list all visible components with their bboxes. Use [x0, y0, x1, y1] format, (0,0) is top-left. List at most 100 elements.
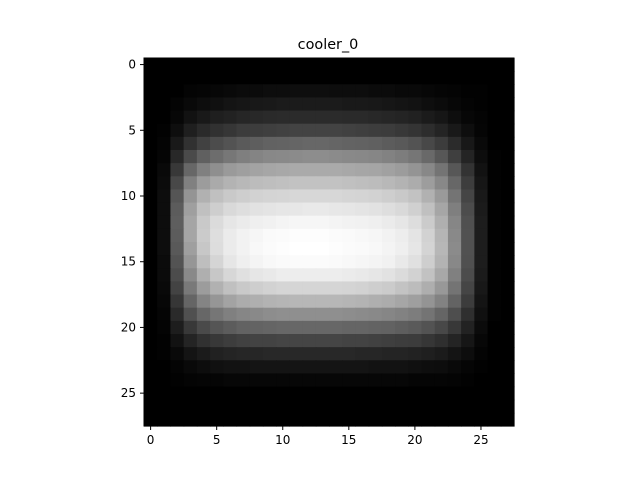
- heatmap-cell: [316, 295, 330, 309]
- heatmap-cell: [289, 387, 303, 401]
- heatmap-cell: [184, 347, 198, 361]
- heatmap-cell: [395, 360, 409, 374]
- heatmap-cell: [329, 400, 343, 414]
- heatmap-cell: [329, 255, 343, 269]
- heatmap-cell: [488, 413, 502, 427]
- heatmap-cell: [355, 203, 369, 217]
- x-tick-label: 15: [341, 433, 356, 447]
- heatmap-cell: [210, 71, 224, 85]
- heatmap-cell: [197, 150, 211, 164]
- heatmap-cell: [184, 413, 198, 427]
- heatmap-cell: [289, 373, 303, 387]
- heatmap-cell: [408, 176, 422, 190]
- heatmap-cell: [303, 387, 317, 401]
- heatmap-cell: [263, 295, 277, 309]
- heatmap-cell: [289, 163, 303, 177]
- heatmap-cell: [263, 111, 277, 125]
- heatmap-cell: [197, 229, 211, 243]
- heatmap-cell: [448, 281, 462, 295]
- heatmap-cell: [342, 255, 356, 269]
- heatmap-cell: [369, 71, 383, 85]
- heatmap-cell: [276, 111, 290, 125]
- y-tick-label: 5: [128, 123, 136, 137]
- heatmap-cell: [501, 84, 515, 98]
- heatmap-cell: [250, 71, 264, 85]
- heatmap-cell: [210, 203, 224, 217]
- heatmap-cell: [329, 242, 343, 256]
- heatmap-cell: [408, 295, 422, 309]
- heatmap-cell: [144, 281, 158, 295]
- heatmap-cell: [184, 111, 198, 125]
- heatmap-cell: [448, 229, 462, 243]
- heatmap-cell: [223, 400, 237, 414]
- heatmap-cell: [289, 347, 303, 361]
- heatmap-cell: [157, 150, 171, 164]
- heatmap-cell: [395, 229, 409, 243]
- heatmap-cell: [144, 124, 158, 138]
- heatmap-cell: [250, 111, 264, 125]
- heatmap-cell: [422, 229, 436, 243]
- heatmap-cell: [422, 295, 436, 309]
- heatmap-cell: [170, 229, 184, 243]
- heatmap-cell: [329, 373, 343, 387]
- heatmap-cell: [276, 321, 290, 335]
- heatmap-cell: [408, 255, 422, 269]
- heatmap-cell: [157, 413, 171, 427]
- heatmap-cell: [289, 242, 303, 256]
- heatmap-cell: [382, 308, 396, 322]
- heatmap-cell: [316, 400, 330, 414]
- heatmap-cell: [461, 176, 475, 190]
- heatmap-cell: [422, 203, 436, 217]
- heatmap-cell: [474, 58, 488, 72]
- heatmap-cell: [488, 373, 502, 387]
- heatmap-cell: [223, 163, 237, 177]
- heatmap-cell: [210, 58, 224, 72]
- heatmap-cell: [237, 58, 251, 72]
- heatmap-cell: [210, 111, 224, 125]
- heatmap-cell: [435, 137, 449, 151]
- heatmap-cell: [369, 255, 383, 269]
- heatmap-cell: [488, 163, 502, 177]
- heatmap-cell: [369, 400, 383, 414]
- heatmap-cell: [289, 360, 303, 374]
- heatmap-cell: [329, 203, 343, 217]
- heatmap-cell: [289, 255, 303, 269]
- heatmap-cell: [501, 295, 515, 309]
- heatmap-cell: [408, 242, 422, 256]
- heatmap-cell: [448, 84, 462, 98]
- heatmap-cell: [263, 150, 277, 164]
- heatmap-cell: [250, 321, 264, 335]
- heatmap-cell: [474, 150, 488, 164]
- heatmap-cell: [342, 84, 356, 98]
- heatmap-cell: [263, 97, 277, 111]
- heatmap-cell: [382, 242, 396, 256]
- heatmap-cell: [223, 373, 237, 387]
- heatmap-cell: [342, 413, 356, 427]
- heatmap-cell: [448, 400, 462, 414]
- heatmap-cell: [395, 203, 409, 217]
- heatmap-cell: [184, 373, 198, 387]
- heatmap-cell: [197, 268, 211, 282]
- heatmap-cell: [448, 334, 462, 348]
- heatmap-cell: [237, 295, 251, 309]
- heatmap-cell: [329, 176, 343, 190]
- heatmap-cell: [448, 111, 462, 125]
- heatmap-cell: [144, 58, 158, 72]
- heatmap-cell: [210, 387, 224, 401]
- heatmap-cell: [184, 203, 198, 217]
- heatmap-cell: [488, 176, 502, 190]
- heatmap-cell: [237, 163, 251, 177]
- heatmap-cell: [488, 308, 502, 322]
- heatmap-cell: [474, 347, 488, 361]
- heatmap-cell: [170, 216, 184, 230]
- heatmap-cell: [488, 203, 502, 217]
- heatmap-cell: [355, 360, 369, 374]
- heatmap-cell: [342, 137, 356, 151]
- heatmap-cell: [170, 255, 184, 269]
- heatmap-cell: [303, 373, 317, 387]
- heatmap-cell: [474, 268, 488, 282]
- heatmap-cell: [488, 281, 502, 295]
- heatmap-cell: [382, 321, 396, 335]
- heatmap-cell: [501, 124, 515, 138]
- heatmap-cell: [408, 58, 422, 72]
